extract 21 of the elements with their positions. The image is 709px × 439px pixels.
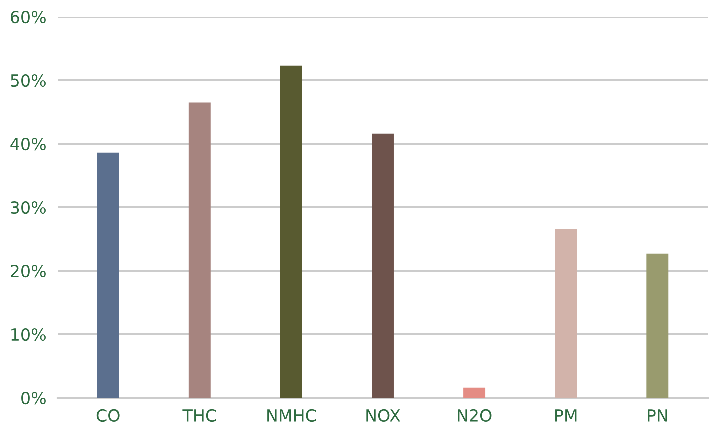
bar <box>188 102 211 398</box>
y-tick-label: 50% <box>11 74 46 88</box>
y-tick-label: 40% <box>10 138 46 151</box>
x-tick-label: N2O <box>458 409 492 422</box>
bar <box>646 254 669 398</box>
y-tick-label: 10% <box>12 328 46 342</box>
bar <box>97 152 120 398</box>
y-tick-label: 0% <box>22 392 46 405</box>
bar <box>280 66 302 398</box>
x-tick-label: THC <box>182 409 216 422</box>
bar <box>372 134 394 398</box>
x-tick-label: NMHC <box>268 409 316 422</box>
y-tick-label: 20% <box>11 264 46 278</box>
x-tick-label: PM <box>556 410 577 422</box>
y-tick-label: 60% <box>11 10 46 24</box>
x-tick-label: NOX <box>366 409 400 422</box>
y-tick-label: 30% <box>11 201 46 214</box>
x-tick-label: PN <box>648 410 668 422</box>
bar <box>464 388 486 398</box>
x-tick-label: CO <box>96 409 120 422</box>
bar <box>555 229 578 398</box>
